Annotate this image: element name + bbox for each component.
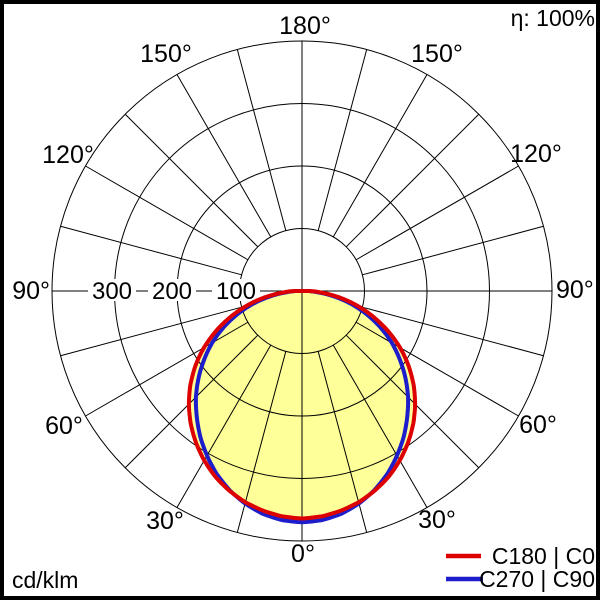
efficiency-label: η: 100% [511,5,595,31]
grid-spoke [176,74,272,238]
grid-spoke [317,49,368,231]
grid-spoke [236,49,287,231]
angle-label-120-right: 120° [510,140,562,168]
grid-spoke [332,74,428,238]
grid-spoke [345,334,480,469]
angle-labels: 180° 150° 150° 120° 120° 90° 90° 60° 60°… [12,12,594,568]
grid-spoke [60,306,242,357]
radial-label-300: 300 [92,278,132,305]
grid-spoke [362,225,544,276]
legend: C180 | C0 C270 | C90 [446,543,595,592]
radial-axis-labels: 300 200 100 [88,278,260,305]
angle-label-30-right: 30° [418,506,456,534]
grid-spoke [124,334,259,469]
angle-label-0: 0° [291,540,315,568]
label-gap [148,279,196,301]
grid-spoke [332,344,428,508]
label-gap [212,279,260,301]
angle-label-180: 180° [279,12,331,40]
angle-label-120-left: 120° [42,141,94,169]
grid-spoke [345,113,480,248]
grid-spoke [362,306,544,357]
legend-label-c180-c0: C180 | C0 [492,543,595,569]
angle-label-150-left: 150° [140,40,192,68]
angle-label-90-right: 90° [556,276,594,304]
grid-spoke [355,321,519,417]
angle-label-60-right: 60° [519,411,557,439]
legend-label-c270-c90: C270 | C90 [479,566,595,592]
grid-spoke [60,225,242,276]
angle-label-90-left: 90° [12,277,50,305]
grid-spoke [124,113,259,248]
distribution-curve-c270-c90 [193,289,411,525]
angle-label-60-left: 60° [45,412,83,440]
units-label: cd/klm [12,567,78,593]
radial-label-200: 200 [152,278,192,305]
curve-stroke-layer [186,289,418,525]
angle-label-30-left: 30° [146,507,184,535]
grid-spoke [355,165,519,261]
grid-spoke [176,344,272,508]
label-gap [88,279,136,301]
radial-label-100: 100 [216,278,256,305]
grid-spoke [85,321,249,417]
angle-label-150-right: 150° [411,40,463,68]
distribution-curve-c180-c0 [186,289,418,521]
grid-spoke [85,165,249,261]
